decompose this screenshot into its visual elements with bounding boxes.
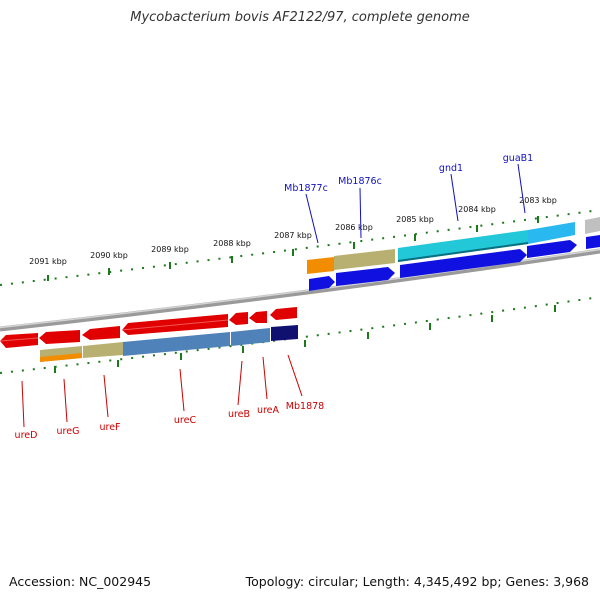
label-ureA[interactable]: ureA (257, 405, 280, 416)
red-gene-track (0, 307, 297, 348)
label-gnd1[interactable]: gnd1 (439, 163, 463, 174)
label-ureB[interactable]: ureB (228, 409, 250, 420)
top-tick: 2088 kbp (213, 239, 251, 263)
gene-Mb1877c[interactable] (309, 276, 335, 291)
upper-colored-track (307, 217, 600, 274)
label-Mb1878[interactable]: Mb1878 (286, 401, 324, 412)
gene-Mb1876c[interactable] (336, 267, 395, 286)
top-tick-label: 2089 kbp (151, 245, 189, 254)
top-tick-label: 2086 kbp (335, 223, 373, 232)
top-tick: 2084 kbp (458, 205, 496, 232)
gene-edge[interactable] (586, 235, 600, 249)
top-tick: 2085 kbp (396, 215, 434, 241)
top-tick: 2087 kbp (274, 231, 312, 256)
bar-olive-Mb1876c (334, 249, 395, 270)
top-tick-label: 2091 kbp (29, 257, 67, 266)
genome-backbone (0, 248, 600, 332)
label-guaB1[interactable]: guaB1 (503, 153, 533, 164)
bar-steel-ureC (123, 332, 230, 356)
top-gene-labels: Mb1877c Mb1876c gnd1 guaB1 (284, 153, 533, 244)
gene-Mb1878[interactable] (270, 307, 297, 320)
top-ruler: 2091 kbp 2090 kbp 2089 kbp 2088 kbp 2087… (0, 196, 600, 286)
top-tick-label: 2085 kbp (396, 215, 434, 224)
label-Mb1877c[interactable]: Mb1877c (284, 183, 328, 194)
label-ureG[interactable]: ureG (57, 426, 80, 437)
map-title: Mycobacterium bovis AF2122/97, complete … (130, 10, 470, 25)
accession-text: Accession: NC_002945 (9, 574, 152, 589)
bottom-gene-labels: ureD ureG ureF ureC ureB ureA Mb1878 (15, 354, 324, 441)
top-tick-label: 2088 kbp (213, 239, 251, 248)
top-tick-label: 2083 kbp (519, 196, 557, 205)
bar-grey-edge (585, 217, 600, 234)
label-ureD[interactable]: ureD (15, 430, 38, 441)
bottom-ruler (0, 296, 600, 374)
label-ureC[interactable]: ureC (174, 415, 197, 426)
gene-ureB[interactable] (229, 312, 248, 325)
top-tick: 2083 kbp (519, 196, 557, 223)
top-ruler-dots (0, 209, 600, 286)
top-tick-label: 2087 kbp (274, 231, 312, 240)
gene-guaB1[interactable] (527, 240, 577, 258)
top-tick: 2090 kbp (90, 251, 128, 275)
top-tick: 2089 kbp (151, 245, 189, 269)
top-tick-label: 2084 kbp (458, 205, 496, 214)
label-Mb1876c[interactable]: Mb1876c (338, 176, 382, 187)
bar-orange-ureG (40, 353, 82, 362)
bar-cyan-guaB1 (528, 222, 575, 244)
genome-stats-text: Topology: circular; Length: 4,345,492 bp… (245, 574, 589, 589)
gene-ureD[interactable] (0, 333, 38, 348)
bar-orange-Mb1877c (307, 257, 334, 274)
top-tick: 2091 kbp (29, 257, 67, 281)
top-tick-label: 2090 kbp (90, 251, 128, 260)
top-tick: 2086 kbp (335, 223, 373, 249)
blue-gene-track (309, 235, 600, 291)
bar-olive-ureF (83, 342, 123, 358)
gene-ureA[interactable] (249, 311, 267, 323)
gene-ureF[interactable] (82, 326, 120, 340)
gene-gnd1[interactable] (400, 249, 527, 278)
bar-navy-Mb1878 (271, 325, 298, 341)
bar-steel-ureB (231, 328, 270, 346)
bar-cyan-gnd1 (398, 230, 528, 262)
gene-ureG[interactable] (39, 330, 80, 344)
label-ureF[interactable]: ureF (99, 422, 120, 433)
lower-colored-track (40, 325, 298, 362)
